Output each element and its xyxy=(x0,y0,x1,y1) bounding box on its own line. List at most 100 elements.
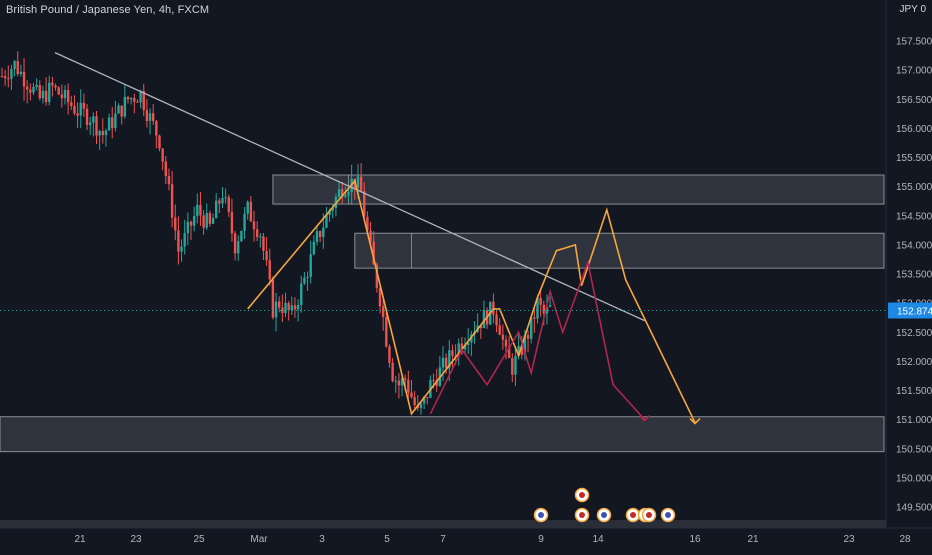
candle-body xyxy=(435,380,438,386)
candle-body xyxy=(385,317,388,347)
candle-body xyxy=(145,110,149,121)
candle-body xyxy=(284,303,287,313)
candle-body xyxy=(35,84,38,88)
projection-arrowhead-orange xyxy=(689,417,701,425)
candle-body xyxy=(240,230,243,242)
candle-body xyxy=(366,216,369,231)
candle-body xyxy=(199,204,202,216)
candle-body xyxy=(205,213,208,228)
candle-body xyxy=(177,230,180,252)
candle-body xyxy=(89,122,92,125)
candle-body xyxy=(397,380,401,386)
last-price-label: 152.874 xyxy=(897,306,932,317)
projection-path-orange[interactable] xyxy=(247,179,696,423)
candle-body xyxy=(501,334,505,340)
candle-body xyxy=(268,260,271,280)
zone-box-0[interactable] xyxy=(272,174,885,205)
event-marker-flag-icon xyxy=(665,512,671,518)
y-tick-label: 151.500 xyxy=(896,386,932,397)
candle-body xyxy=(107,117,111,131)
candle-body xyxy=(400,378,404,386)
candle-body xyxy=(252,221,256,230)
candle-body xyxy=(359,176,363,192)
candle-body xyxy=(441,357,445,368)
timeline-strip xyxy=(0,520,886,528)
projection-arrowhead-red xyxy=(639,415,651,422)
projection-path-red[interactable] xyxy=(429,259,646,421)
candle-body xyxy=(16,61,19,75)
candle-body xyxy=(218,200,221,204)
candle-body xyxy=(7,78,10,80)
y-tick-label: 156.000 xyxy=(896,124,932,135)
candle-body xyxy=(233,233,237,254)
candle-body xyxy=(413,397,416,406)
candle-body xyxy=(66,89,70,103)
candle-body xyxy=(142,90,145,111)
candle-body xyxy=(54,85,57,88)
candle-body xyxy=(158,135,161,149)
candle-body xyxy=(208,213,212,224)
candle-body xyxy=(381,306,385,318)
candle-body xyxy=(38,84,41,99)
x-tick-label: 14 xyxy=(592,534,604,545)
candle-body xyxy=(120,105,123,117)
event-marker-flag-icon xyxy=(579,512,585,518)
candle-body xyxy=(57,87,60,95)
y-tick-label: 152.000 xyxy=(896,357,932,368)
candle-body xyxy=(271,279,275,318)
y-tick-label: 152.500 xyxy=(896,328,932,339)
candle-body xyxy=(164,161,167,177)
candle-body xyxy=(170,184,174,218)
candle-body xyxy=(278,301,281,308)
candle-body xyxy=(407,379,410,393)
candle-body xyxy=(51,82,54,86)
candle-body xyxy=(262,236,265,251)
candle-body xyxy=(63,89,67,99)
candle-body xyxy=(79,102,82,116)
candle-body xyxy=(155,121,158,136)
candle-body xyxy=(249,201,253,222)
candle-body xyxy=(95,116,98,136)
currency-label[interactable]: JPY 0 xyxy=(899,4,927,15)
candle-body xyxy=(29,89,32,93)
candle-body xyxy=(174,217,177,231)
candle-body xyxy=(104,130,108,136)
candle-body xyxy=(101,131,104,136)
candle-body xyxy=(183,233,186,247)
x-tick-label: Mar xyxy=(250,534,268,545)
candle-body xyxy=(482,310,486,329)
candle-body xyxy=(309,254,312,277)
candle-body xyxy=(41,90,45,99)
candle-body xyxy=(394,380,397,382)
candle-body xyxy=(347,192,350,196)
candle-body xyxy=(224,197,227,199)
y-tick-label: 157.000 xyxy=(896,66,932,77)
candle-body xyxy=(306,276,309,278)
candle-body xyxy=(246,201,249,214)
candle-body xyxy=(186,221,190,234)
x-tick-label: 25 xyxy=(193,534,205,545)
candle-body xyxy=(196,204,199,217)
event-marker-flag-icon xyxy=(630,512,636,518)
candle-body xyxy=(180,246,183,252)
candle-body xyxy=(221,197,224,204)
candle-body xyxy=(255,229,259,238)
y-tick-label: 149.500 xyxy=(896,503,932,514)
candle-body xyxy=(539,297,542,305)
candle-body xyxy=(315,231,319,242)
candle-body xyxy=(356,176,360,188)
candle-body xyxy=(432,380,435,382)
x-tick-label: 9 xyxy=(538,534,544,545)
zone-box-1[interactable] xyxy=(354,232,885,269)
last-price-tag xyxy=(888,302,932,319)
candle-body xyxy=(189,221,193,226)
x-tick-label: 23 xyxy=(130,534,142,545)
event-marker-flag-icon xyxy=(579,492,585,498)
event-marker-flag-icon xyxy=(538,512,544,518)
candle-body xyxy=(495,314,498,326)
candle-body xyxy=(300,283,303,305)
y-tick-label: 150.500 xyxy=(896,444,932,455)
zone-box-2[interactable] xyxy=(0,416,885,453)
